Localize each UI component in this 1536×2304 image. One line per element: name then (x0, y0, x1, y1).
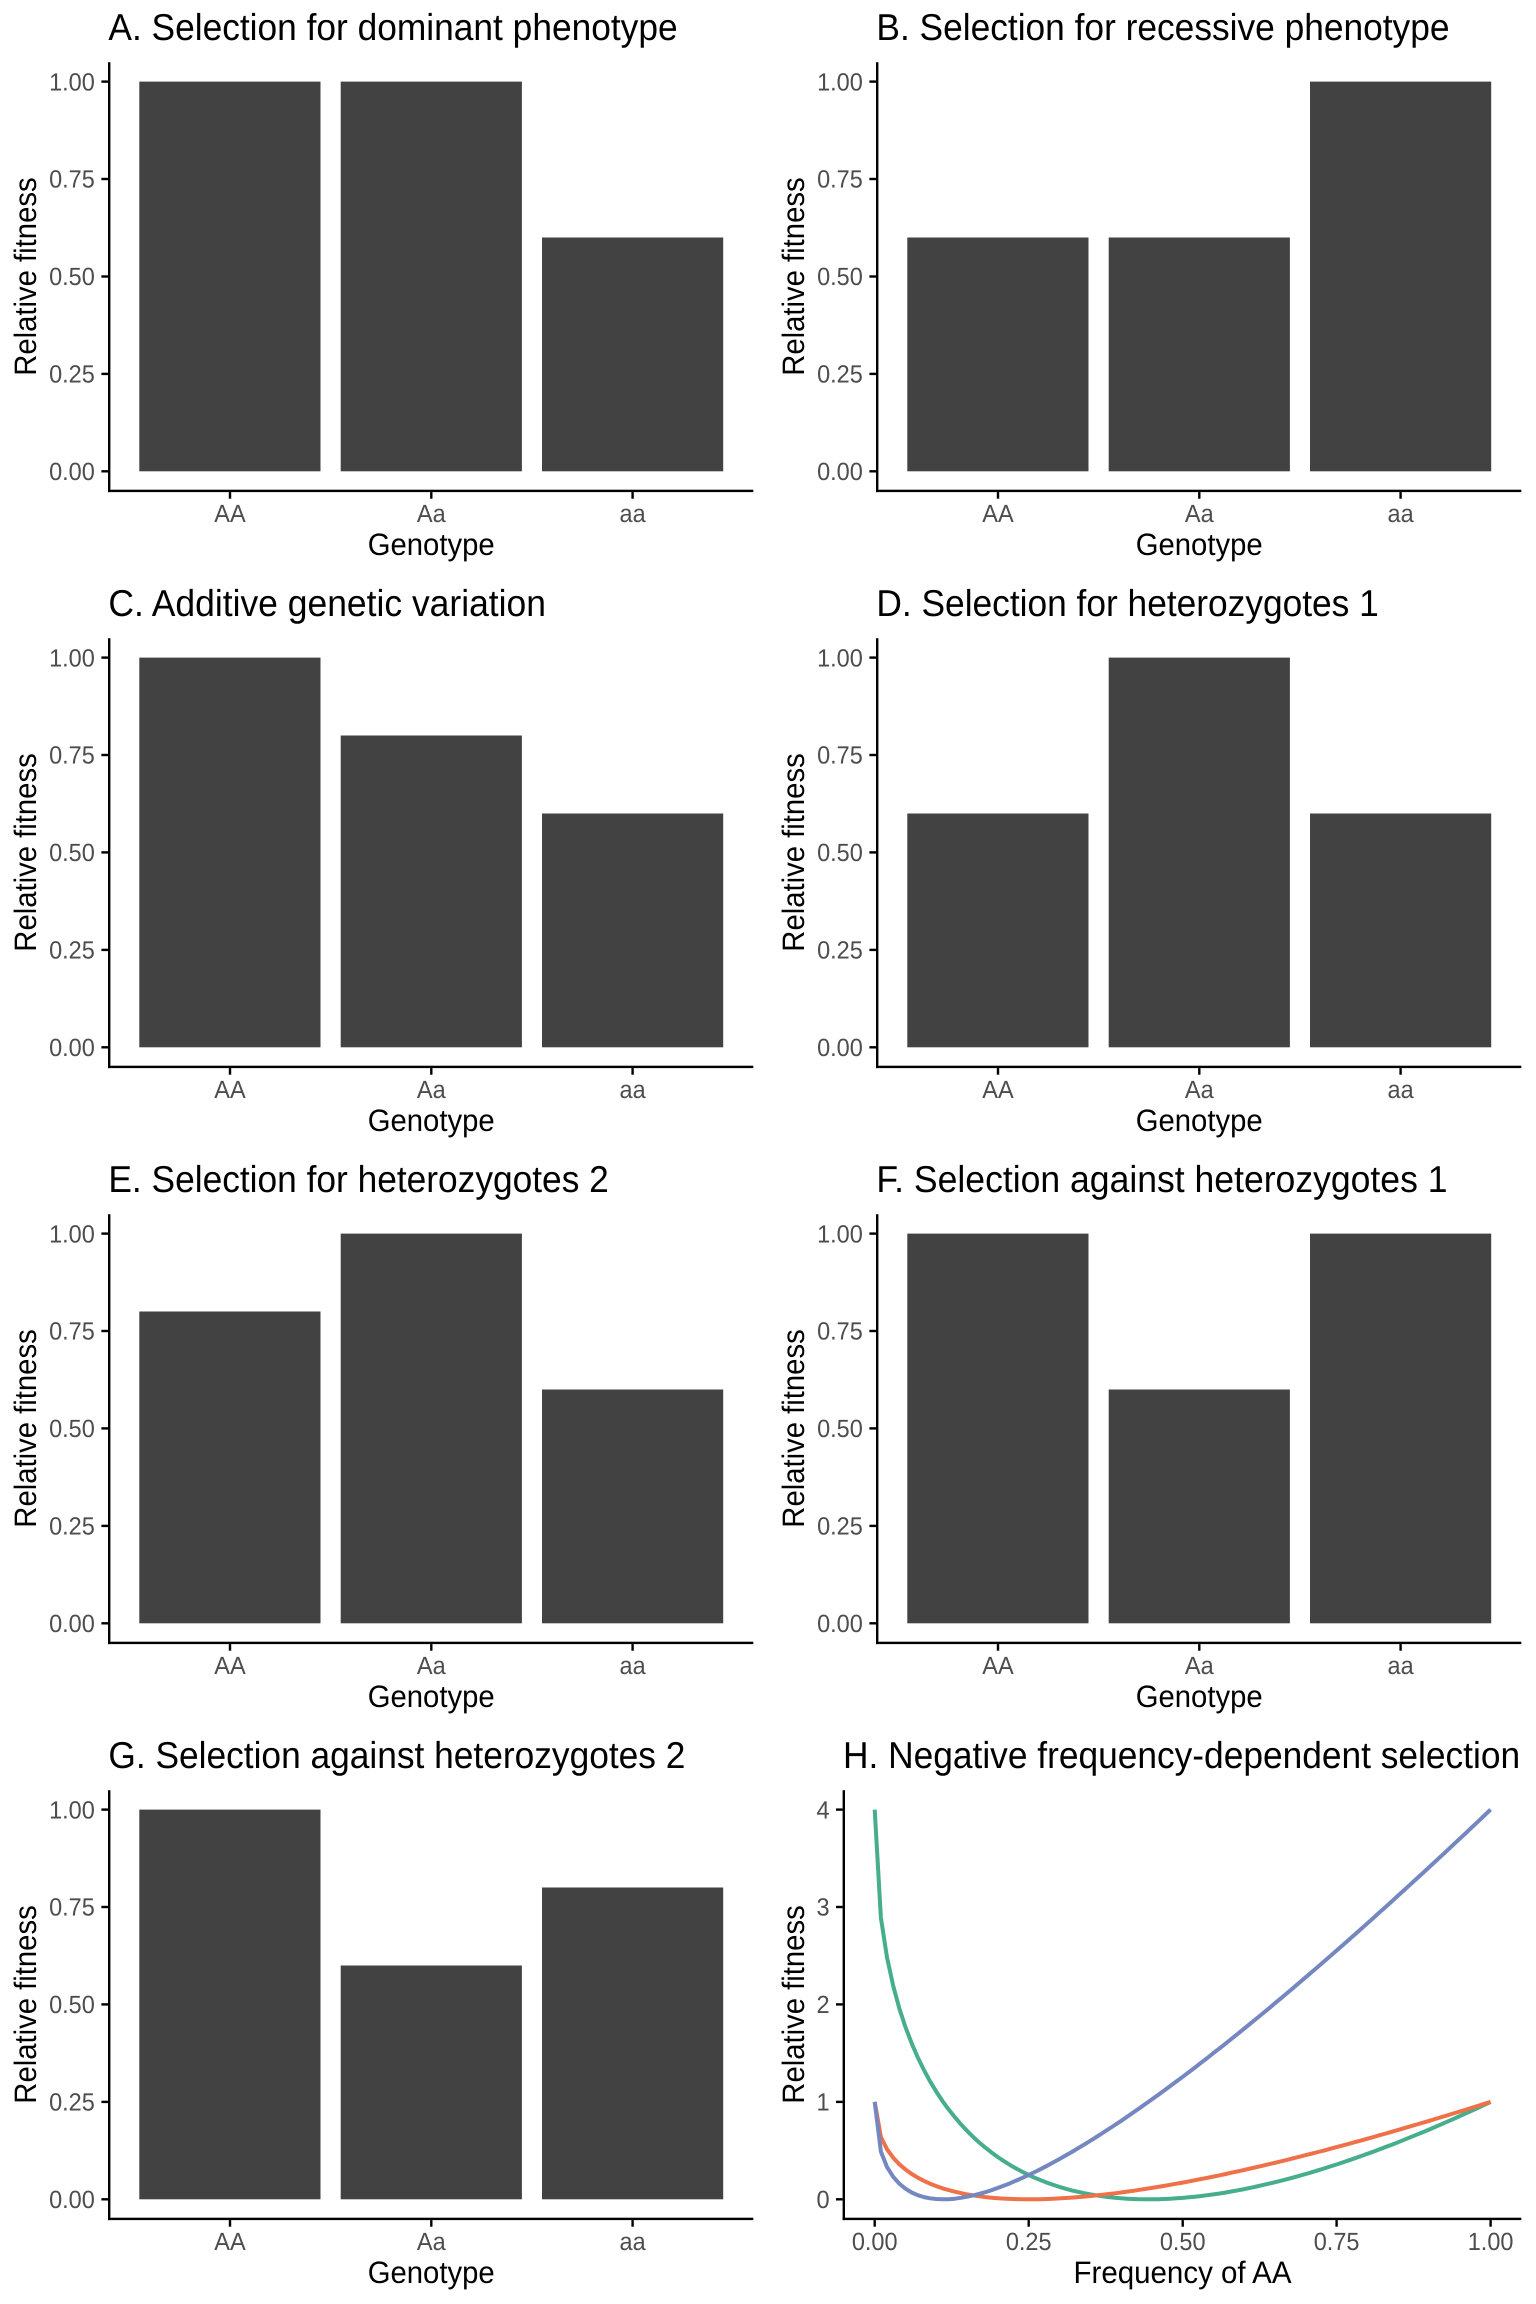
svg-text:0.50: 0.50 (817, 1415, 863, 1443)
svg-text:AA: AA (214, 500, 246, 528)
svg-text:0.50: 0.50 (817, 839, 863, 867)
svg-text:aa: aa (1388, 1076, 1414, 1104)
svg-text:aa: aa (620, 2228, 646, 2256)
svg-text:1: 1 (817, 2089, 830, 2117)
svg-text:0.50: 0.50 (49, 1415, 95, 1443)
svg-text:Aa: Aa (1185, 1076, 1214, 1104)
svg-text:Genotype: Genotype (1136, 527, 1263, 562)
svg-text:0.50: 0.50 (49, 839, 95, 867)
svg-text:0.00: 0.00 (49, 1034, 95, 1062)
svg-text:0.00: 0.00 (817, 1610, 863, 1638)
svg-text:0.25: 0.25 (49, 937, 95, 965)
svg-text:aa: aa (620, 1076, 646, 1104)
svg-text:C. Additive genetic variation: C. Additive genetic variation (108, 582, 546, 624)
svg-text:0.75: 0.75 (49, 1318, 95, 1346)
svg-text:AA: AA (214, 1076, 246, 1104)
svg-text:0.75: 0.75 (817, 166, 863, 194)
svg-text:D. Selection for heterozygotes: D. Selection for heterozygotes 1 (876, 582, 1378, 624)
svg-text:AA: AA (982, 1076, 1014, 1104)
svg-text:1.00: 1.00 (49, 68, 95, 96)
svg-text:Frequency of AA: Frequency of AA (1074, 2255, 1292, 2290)
svg-text:Genotype: Genotype (1136, 1103, 1263, 1138)
svg-text:Genotype: Genotype (368, 1679, 495, 1714)
svg-text:Genotype: Genotype (368, 527, 495, 562)
svg-text:Genotype: Genotype (1136, 1679, 1263, 1714)
svg-text:0.00: 0.00 (49, 1610, 95, 1638)
svg-text:0.50: 0.50 (49, 1991, 95, 2019)
svg-text:Relative fitness: Relative fitness (8, 177, 43, 375)
svg-text:AA: AA (214, 2228, 246, 2256)
svg-text:3: 3 (817, 1894, 830, 1922)
svg-text:Genotype: Genotype (368, 1103, 495, 1138)
svg-text:0.25: 0.25 (817, 1513, 863, 1541)
svg-text:0.00: 0.00 (817, 458, 863, 486)
svg-text:2: 2 (817, 1991, 830, 2019)
svg-text:Relative fitness: Relative fitness (8, 753, 43, 951)
svg-text:0.75: 0.75 (49, 166, 95, 194)
svg-text:0.75: 0.75 (1314, 2228, 1360, 2256)
svg-text:0.50: 0.50 (817, 263, 863, 291)
svg-text:0.00: 0.00 (817, 1034, 863, 1062)
svg-text:0.50: 0.50 (49, 263, 95, 291)
svg-text:4: 4 (817, 1796, 830, 1824)
svg-text:0.75: 0.75 (49, 1894, 95, 1922)
svg-text:0.75: 0.75 (49, 742, 95, 770)
svg-text:0.00: 0.00 (852, 2228, 898, 2256)
svg-text:Aa: Aa (417, 500, 446, 528)
svg-text:1.00: 1.00 (49, 1220, 95, 1248)
svg-text:0.25: 0.25 (817, 937, 863, 965)
svg-text:0.50: 0.50 (1160, 2228, 1206, 2256)
svg-text:0.00: 0.00 (49, 2186, 95, 2214)
svg-text:Relative fitness: Relative fitness (8, 1905, 43, 2103)
svg-text:AA: AA (982, 1652, 1014, 1680)
svg-text:Relative fitness: Relative fitness (776, 1905, 811, 2103)
svg-text:0.00: 0.00 (49, 458, 95, 486)
svg-text:B. Selection for recessive phe: B. Selection for recessive phenotype (876, 6, 1449, 48)
svg-text:Relative fitness: Relative fitness (776, 177, 811, 375)
svg-text:AA: AA (982, 500, 1014, 528)
svg-text:aa: aa (620, 1652, 646, 1680)
svg-text:Aa: Aa (417, 1076, 446, 1104)
svg-text:aa: aa (620, 500, 646, 528)
svg-text:0.25: 0.25 (49, 1513, 95, 1541)
svg-text:Aa: Aa (1185, 500, 1214, 528)
svg-text:Aa: Aa (417, 1652, 446, 1680)
svg-text:Aa: Aa (417, 2228, 446, 2256)
svg-text:A. Selection for dominant phen: A. Selection for dominant phenotype (108, 6, 677, 48)
svg-text:0: 0 (817, 2186, 830, 2214)
svg-text:Relative fitness: Relative fitness (776, 753, 811, 951)
svg-text:Genotype: Genotype (368, 2255, 495, 2290)
svg-text:aa: aa (1388, 500, 1414, 528)
svg-text:G. Selection against heterozyg: G. Selection against heterozygotes 2 (108, 1734, 685, 1776)
svg-text:0.25: 0.25 (1006, 2228, 1052, 2256)
svg-text:H. Negative frequency-dependen: H. Negative frequency-dependent selectio… (843, 1734, 1520, 1776)
svg-text:Relative fitness: Relative fitness (8, 1329, 43, 1527)
svg-text:0.25: 0.25 (49, 2089, 95, 2117)
svg-text:Aa: Aa (1185, 1652, 1214, 1680)
svg-text:0.25: 0.25 (49, 361, 95, 389)
svg-text:1.00: 1.00 (817, 1220, 863, 1248)
svg-text:1.00: 1.00 (817, 68, 863, 96)
svg-text:0.75: 0.75 (817, 1318, 863, 1346)
svg-text:1.00: 1.00 (49, 1796, 95, 1824)
svg-text:E. Selection for heterozygotes: E. Selection for heterozygotes 2 (108, 1158, 608, 1200)
svg-text:Relative fitness: Relative fitness (776, 1329, 811, 1527)
svg-text:AA: AA (214, 1652, 246, 1680)
svg-text:aa: aa (1388, 1652, 1414, 1680)
svg-text:0.25: 0.25 (817, 361, 863, 389)
svg-text:1.00: 1.00 (817, 644, 863, 672)
svg-text:1.00: 1.00 (49, 644, 95, 672)
svg-text:1.00: 1.00 (1468, 2228, 1514, 2256)
svg-text:F. Selection against heterozyg: F. Selection against heterozygotes 1 (876, 1158, 1447, 1200)
svg-text:0.75: 0.75 (817, 742, 863, 770)
